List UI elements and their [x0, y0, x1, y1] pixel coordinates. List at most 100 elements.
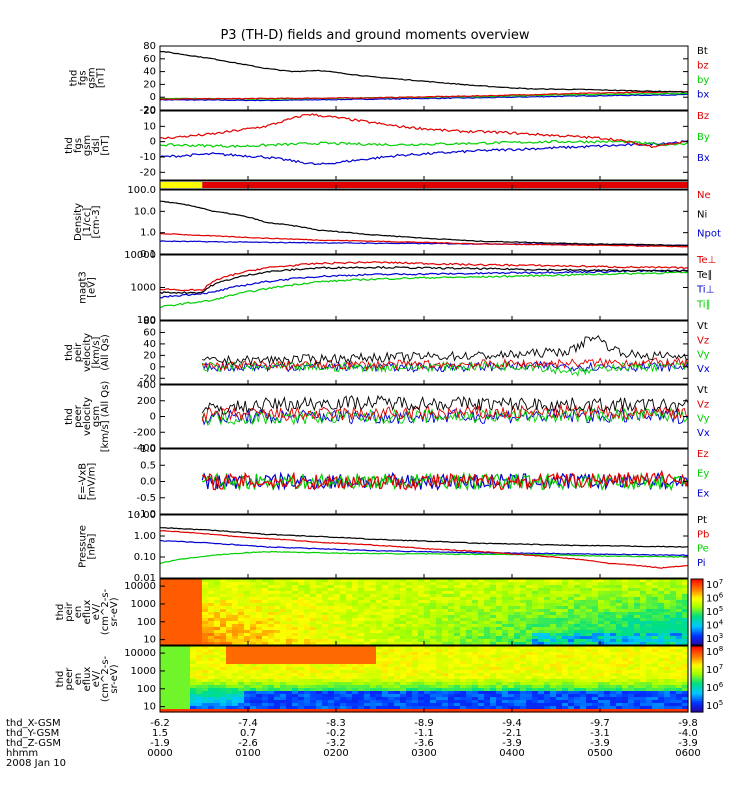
spectrogram-cell: [340, 652, 347, 656]
spectrogram-cell: [502, 664, 509, 668]
spectrogram-cell: [334, 646, 341, 650]
spectrogram-cell: [292, 688, 299, 692]
spectrogram-cell: [430, 679, 437, 683]
spectrogram-cell: [598, 691, 605, 695]
spectrogram-cell: [628, 582, 635, 586]
spectrogram-cell: [472, 621, 479, 625]
spectrogram-cell: [604, 646, 611, 650]
spectrogram-cell: [316, 588, 323, 592]
spectrogram-cell: [406, 700, 413, 704]
footer-value: 0000: [147, 748, 172, 759]
spectrogram-cell: [400, 691, 407, 695]
spectrogram-cell: [580, 585, 587, 589]
spectrogram-cell: [190, 594, 197, 598]
spectrogram-cell: [418, 600, 425, 604]
spectrogram-cell: [316, 667, 323, 671]
spectrogram-cell: [574, 600, 581, 604]
spectrogram-cell: [682, 646, 689, 650]
ylabel-line: [eV]: [87, 277, 98, 298]
spectrogram-cell: [496, 706, 503, 710]
spectrogram-cell: [316, 658, 323, 662]
spectrogram-cell: [670, 618, 677, 622]
spectrogram-cell: [412, 661, 419, 665]
spectrogram-cell: [418, 633, 425, 637]
spectrogram-cell: [448, 703, 455, 707]
spectrogram-cell: [484, 706, 491, 710]
spectrogram-cell: [406, 588, 413, 592]
spectrogram-cell: [286, 688, 293, 692]
spectrogram-cell: [220, 603, 227, 607]
spectrogram-cell: [628, 591, 635, 595]
spectrogram-cell: [670, 633, 677, 637]
spectrogram-cell: [460, 649, 467, 653]
spectrogram-cell: [304, 679, 311, 683]
spectrogram-cell: [472, 679, 479, 683]
spectrogram-cell: [238, 582, 245, 586]
spectrogram-cell: [196, 642, 203, 646]
spectrogram-cell: [556, 603, 563, 607]
spectrogram-cell: [442, 706, 449, 710]
spectrogram-cell: [322, 703, 329, 707]
spectrogram-cell: [358, 609, 365, 613]
spectrogram-cell: [502, 594, 509, 598]
spectrogram-cell: [160, 664, 167, 668]
spectrogram-cell: [538, 652, 545, 656]
spectrogram-cell: [208, 582, 215, 586]
spectrogram-cell: [634, 709, 641, 713]
spectrogram-cell: [442, 658, 449, 662]
spectrogram-cell: [358, 618, 365, 622]
spectrogram-cell: [334, 624, 341, 628]
colorbar-step: [691, 623, 703, 626]
spectrogram-cell: [166, 673, 173, 677]
spectrogram-cell: [250, 630, 257, 634]
spectrogram-cell: [604, 664, 611, 668]
spectrogram-cell: [652, 655, 659, 659]
spectrogram-cell: [364, 703, 371, 707]
spectrogram-cell: [208, 609, 215, 613]
spectrogram-cell: [262, 612, 269, 616]
spectrogram-cell: [334, 655, 341, 659]
spectrogram-cell: [322, 627, 329, 631]
spectrogram-cell: [598, 606, 605, 610]
spectrogram-cell: [358, 673, 365, 677]
spectrogram-cell: [496, 664, 503, 668]
series-line-Ni: [160, 200, 688, 247]
y-tick-label: 80: [143, 41, 156, 52]
spectrogram-cell: [334, 658, 341, 662]
spectrogram-cell: [388, 655, 395, 659]
spectrogram-cell: [610, 582, 617, 586]
spectrogram-cell: [400, 600, 407, 604]
spectrogram-cell: [676, 579, 683, 583]
spectrogram-cell: [310, 664, 317, 668]
spectrogram-cell: [262, 709, 269, 713]
spectrogram-cell: [622, 661, 629, 665]
spectrogram-cell: [262, 636, 269, 640]
spectrogram-cell: [196, 646, 203, 650]
spectrogram-cell: [352, 579, 359, 583]
spectrogram-cell: [478, 652, 485, 656]
spectrogram-cell: [400, 658, 407, 662]
spectrogram-cell: [352, 591, 359, 595]
spectrogram-cell: [178, 585, 185, 589]
spectrogram-cell: [244, 667, 251, 671]
spectrogram-cell: [502, 579, 509, 583]
spectrogram-cell: [304, 612, 311, 616]
spectrogram-cell: [472, 646, 479, 650]
spectrogram-cell: [466, 646, 473, 650]
footer-value: -3.9: [590, 738, 610, 749]
spectrogram-cell: [376, 636, 383, 640]
spectrogram-cell: [250, 652, 257, 656]
spectrogram-cell: [478, 624, 485, 628]
series-line-Vt: [202, 335, 688, 367]
spectrogram-cell: [340, 655, 347, 659]
spectrogram-cell: [586, 667, 593, 671]
spectrogram-cell: [532, 633, 539, 637]
spectrogram-cell: [328, 582, 335, 586]
spectrogram-cell: [214, 667, 221, 671]
spectrogram-cell: [256, 618, 263, 622]
spectrogram-cell: [268, 588, 275, 592]
spectrogram-cell: [580, 706, 587, 710]
spectrogram-cell: [604, 612, 611, 616]
spectrogram-cell: [436, 627, 443, 631]
spectrogram-cell: [226, 603, 233, 607]
